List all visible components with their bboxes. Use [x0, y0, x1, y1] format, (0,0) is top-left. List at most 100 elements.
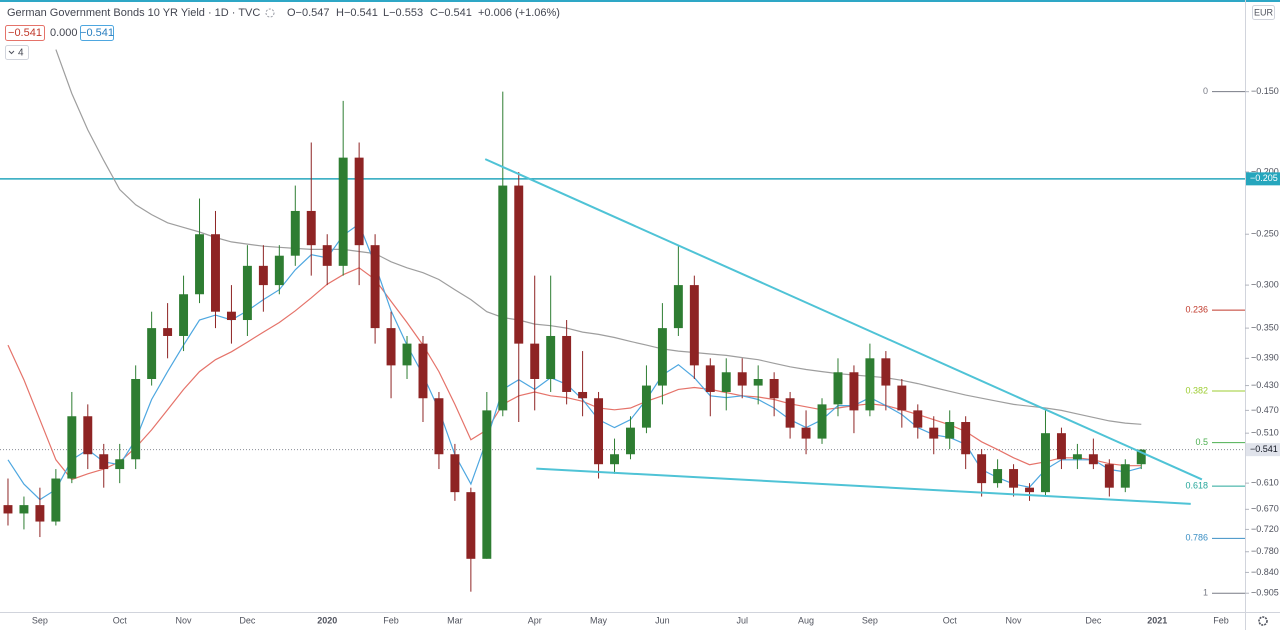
candle-body — [610, 454, 619, 465]
fib-level-label: 1 — [1203, 588, 1208, 598]
candle-body — [211, 234, 220, 312]
candle-body — [19, 505, 29, 514]
candle-body — [897, 385, 907, 411]
y-tick-label: −0.470 — [1251, 405, 1279, 415]
y-tick-label: −0.840 — [1251, 567, 1279, 577]
candle-body — [35, 505, 45, 522]
x-tick-label: Dec — [239, 615, 256, 625]
fib-level-label: 0.786 — [1185, 533, 1208, 543]
indicator-value: −0.541 — [8, 27, 42, 39]
candle-body — [402, 343, 412, 366]
fib-level-label: 0 — [1203, 86, 1208, 96]
candle-body — [945, 422, 955, 439]
x-tick-label: Apr — [528, 615, 542, 625]
fib-level-label: 0.236 — [1185, 305, 1208, 315]
candle-body — [993, 469, 1003, 484]
overlay: German Government Bonds 10 YR Yield · 1D… — [5, 5, 1275, 626]
candle-body — [51, 478, 61, 522]
y-tick-label: −0.720 — [1251, 524, 1279, 534]
y-tick-label: −0.350 — [1251, 322, 1279, 332]
x-tick-label: Oct — [943, 615, 958, 625]
candle-body — [705, 365, 715, 392]
candle-body — [817, 404, 827, 439]
candle-body — [769, 378, 779, 399]
x-tick-label: Nov — [1006, 615, 1023, 625]
candle-body — [147, 328, 157, 379]
horizontal-line-price-box — [1246, 172, 1280, 186]
y-tick-label: −0.780 — [1251, 546, 1279, 556]
candle-body — [370, 245, 380, 329]
candle-body — [322, 245, 332, 266]
candle-body — [338, 157, 348, 266]
indicator-toggle[interactable] — [5, 45, 29, 60]
candle-body — [466, 492, 476, 559]
x-tick-label: Jun — [655, 615, 670, 625]
candle-body — [274, 255, 284, 286]
candle-body — [801, 427, 811, 439]
candle-body — [386, 328, 396, 366]
settings-icon[interactable] — [265, 8, 275, 18]
candle-body — [1072, 454, 1082, 460]
moving-average-line — [55, 49, 1142, 425]
candle-body — [131, 378, 141, 460]
candle-body — [689, 285, 699, 366]
x-tick-label: Jul — [736, 615, 748, 625]
x-tick-label: Feb — [383, 615, 399, 625]
last-price-label: −0.541 — [1250, 444, 1278, 454]
candle-body — [1104, 464, 1114, 488]
candle-body — [657, 328, 667, 386]
x-tick-label: Nov — [176, 615, 193, 625]
x-tick-label: Oct — [113, 615, 128, 625]
chart-title: German Government Bonds 10 YR Yield · 1D… — [7, 7, 260, 19]
x-tick-label: Sep — [862, 615, 878, 625]
candle-body — [450, 454, 460, 493]
candle-body — [849, 372, 859, 411]
y-tick-label: −0.200 — [1251, 166, 1279, 176]
candle-body — [881, 358, 891, 386]
horizontal-line-price-label: −0.205 — [1250, 173, 1278, 183]
legend-open: O−0.547 — [287, 7, 330, 19]
candle-body — [290, 210, 300, 256]
candle-body — [1025, 487, 1034, 493]
y-tick-label: −0.250 — [1251, 229, 1279, 239]
candle-body — [1056, 433, 1066, 460]
chevron-icon — [8, 50, 15, 55]
y-tick-label: −0.150 — [1251, 86, 1279, 96]
y-tick-label: −0.510 — [1251, 428, 1279, 438]
candle-body — [163, 328, 173, 336]
candle-body — [626, 427, 635, 455]
last-price-box — [1246, 443, 1280, 457]
plot-area: −0.150 −0.200 −0.250 −0.300 −0.350 −0.390 −0.4… — [0, 49, 1279, 598]
candle-body — [673, 285, 683, 329]
candle-body — [1088, 454, 1098, 465]
indicator-box-blue — [80, 25, 114, 41]
x-tick-label: 2021 — [1147, 615, 1167, 625]
candle-body — [578, 391, 588, 399]
candle-body — [195, 234, 204, 295]
candle-body — [594, 398, 604, 465]
candle-body — [514, 185, 524, 344]
legend-close: C−0.541 — [430, 7, 472, 19]
x-tick-label: May — [590, 615, 608, 625]
candle-body — [737, 372, 747, 386]
candle-body — [83, 416, 93, 455]
candle-body — [242, 265, 252, 321]
indicator-count: 4 — [18, 48, 24, 59]
candle-body — [258, 265, 268, 286]
fib-level-label: 0.5 — [1195, 437, 1208, 447]
candle-body — [977, 454, 987, 484]
x-tick-label: 2020 — [317, 615, 337, 625]
settings-gear[interactable] — [1258, 616, 1268, 626]
candle-body — [1136, 449, 1146, 465]
candle-body — [226, 311, 236, 321]
currency-box[interactable] — [1252, 5, 1275, 20]
y-tick-label: −0.430 — [1251, 380, 1279, 390]
x-tick-label: Mar — [447, 615, 463, 625]
candle-body — [498, 185, 508, 411]
candle-body — [721, 372, 731, 392]
candle-body — [418, 343, 428, 399]
candle-body — [641, 385, 651, 428]
candle-body — [753, 378, 763, 386]
